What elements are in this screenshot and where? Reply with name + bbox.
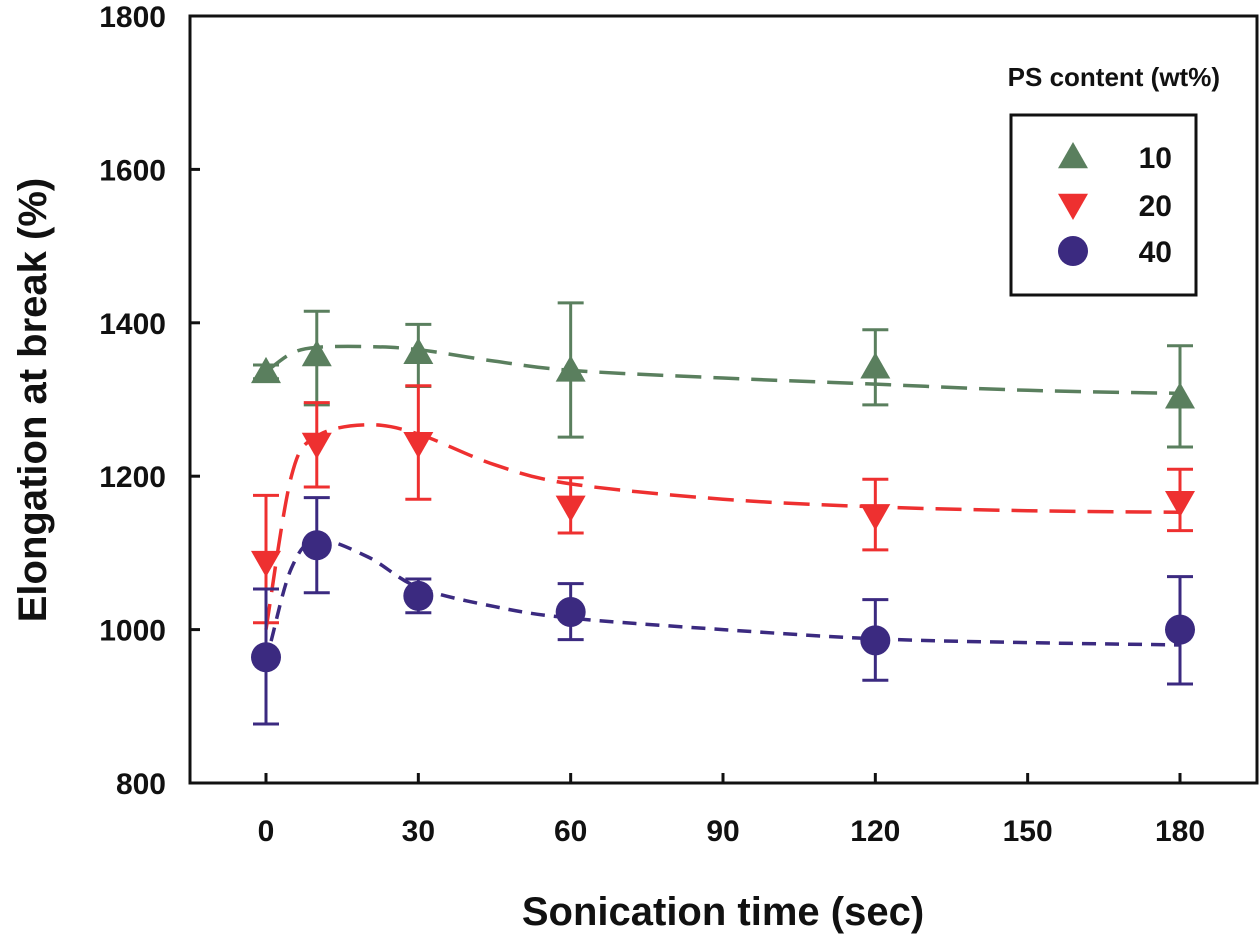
x-tick-label: 0 xyxy=(258,815,275,848)
data-point-10 xyxy=(1165,382,1195,409)
fit-curve-10 xyxy=(264,344,1181,396)
y-tick-label: 1400 xyxy=(99,308,166,341)
y-tick-label: 1800 xyxy=(99,1,166,34)
data-point-20 xyxy=(860,504,891,531)
data-point-20 xyxy=(403,431,434,459)
x-tick-label: 60 xyxy=(554,815,587,848)
x-tick-label: 180 xyxy=(1155,815,1205,848)
legend-marker-20 xyxy=(1058,193,1088,220)
x-tick-label: 90 xyxy=(706,815,739,848)
legend-label-40: 40 xyxy=(1139,236,1172,269)
data-point-40 xyxy=(1165,614,1195,645)
axes: 0 30 60 90 120 150 180 800 1000 1200 1400 1600 1800 xyxy=(99,1,1259,848)
y-axis-title: Elongation at break (%) xyxy=(11,178,55,623)
legend-label-10: 10 xyxy=(1139,142,1172,175)
data-point-10 xyxy=(251,356,281,384)
x-tick-label: 30 xyxy=(402,815,435,848)
y-tick-label: 800 xyxy=(116,768,166,801)
legend-label-20: 20 xyxy=(1139,190,1172,223)
error-bars xyxy=(253,301,1193,726)
y-tick-label: 1200 xyxy=(99,461,166,494)
data-point-40 xyxy=(403,580,434,611)
y-tick-label: 1600 xyxy=(99,154,166,187)
data-point-10 xyxy=(555,355,586,382)
fit-curve-20 xyxy=(264,423,1181,630)
legend-box xyxy=(1009,113,1198,297)
data-point-10 xyxy=(301,340,332,367)
x-axis-title: Sonication time (sec) xyxy=(522,890,924,934)
data-point-20 xyxy=(251,550,281,578)
legend-marker-10 xyxy=(1058,142,1088,169)
legend-marker-40 xyxy=(1058,236,1088,266)
data-point-20 xyxy=(1165,491,1195,518)
y-tick-label: 1000 xyxy=(99,615,166,648)
data-point-40 xyxy=(555,596,586,627)
fit-curves xyxy=(264,344,1181,647)
data-point-10 xyxy=(860,352,891,379)
data-point-20 xyxy=(555,495,586,522)
data-markers xyxy=(251,337,1195,673)
data-point-40 xyxy=(301,530,332,561)
x-tick-label: 150 xyxy=(1003,815,1053,848)
legend-title: PS content (wt%) xyxy=(1008,62,1220,92)
data-point-10 xyxy=(403,337,434,364)
data-point-20 xyxy=(301,432,332,459)
data-point-40 xyxy=(860,625,891,656)
data-point-40 xyxy=(251,642,281,673)
x-tick-label: 120 xyxy=(850,815,900,848)
legend: 10 20 40 xyxy=(1009,113,1198,297)
